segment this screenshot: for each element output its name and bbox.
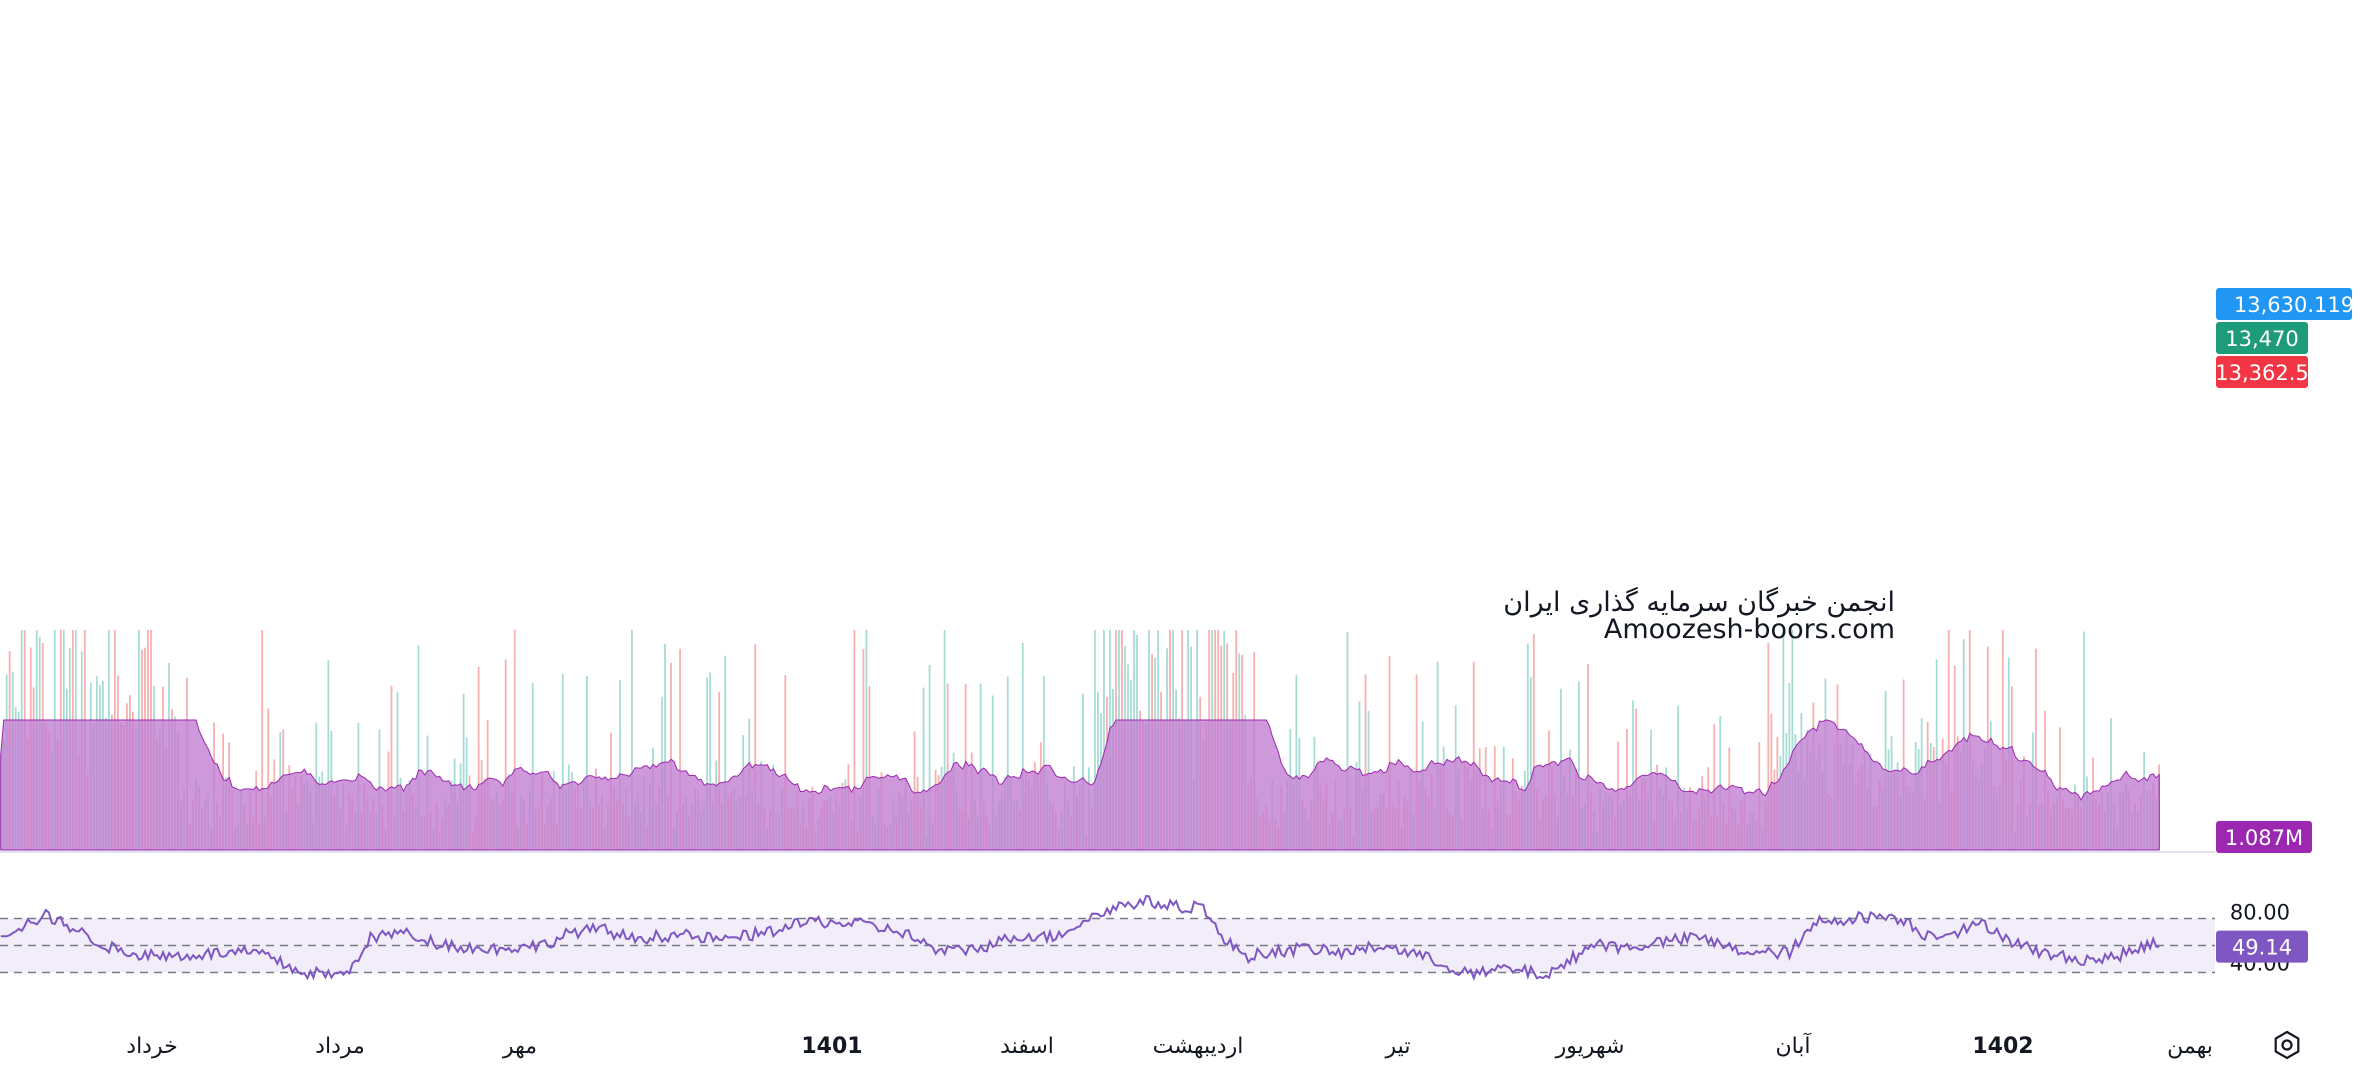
volume-bar xyxy=(2083,631,2085,850)
volume-bar xyxy=(267,708,270,850)
volume-bar xyxy=(754,644,757,850)
volume-bar xyxy=(979,683,982,850)
volume-bar xyxy=(1677,705,1680,850)
volume-bar xyxy=(943,630,946,850)
volume-bar xyxy=(1042,675,1045,850)
volume-bar xyxy=(561,673,564,850)
volume-bar xyxy=(619,680,621,850)
volume-bar xyxy=(913,731,916,850)
volume-bar xyxy=(664,643,666,850)
volume-bar xyxy=(1532,634,1535,850)
volume-bar xyxy=(922,687,925,850)
volume-bar xyxy=(390,685,393,850)
volume-bar xyxy=(1094,630,1096,850)
volume-bar xyxy=(928,665,931,850)
volume-bar xyxy=(865,630,868,850)
volume-bar xyxy=(1472,661,1475,850)
volume-bar xyxy=(853,630,856,850)
volume-bar xyxy=(718,691,721,850)
volume-ma-area xyxy=(0,719,2160,851)
volume-bar xyxy=(1578,681,1580,850)
volume-bar xyxy=(1006,676,1009,850)
volume-bar xyxy=(1388,655,1391,850)
volume-bar xyxy=(706,677,709,850)
volume-bar xyxy=(1103,630,1105,850)
volume-bar xyxy=(1364,674,1367,850)
volume-bar xyxy=(1436,661,1439,850)
volume-bar xyxy=(1346,631,1349,850)
volume-bar xyxy=(585,675,588,850)
volume-bar xyxy=(1902,679,1905,850)
volume-bar xyxy=(477,666,480,850)
volume-bar xyxy=(1082,693,1084,850)
volume-bar xyxy=(1632,700,1634,850)
volume-bar xyxy=(946,683,949,850)
volume-bar xyxy=(1791,630,1794,850)
volume-bar xyxy=(1021,642,1024,850)
volume-bar xyxy=(2034,648,2037,850)
volume-bar xyxy=(417,645,420,850)
volume-bar xyxy=(327,660,330,850)
volume-bar xyxy=(531,683,534,850)
volume-ma-area xyxy=(0,719,2160,851)
volume-bar xyxy=(631,630,633,850)
volume-bar xyxy=(862,649,865,850)
volume-bar xyxy=(1947,630,1950,850)
volume-bar xyxy=(2001,630,2004,850)
volume-bar xyxy=(513,630,516,850)
volume-bar xyxy=(679,648,681,850)
volume-bar xyxy=(709,672,712,850)
volume-bar xyxy=(1529,676,1532,850)
volume-bar xyxy=(462,693,465,850)
volume-bar xyxy=(724,655,727,850)
volume-bar xyxy=(1587,663,1589,850)
volume-bar xyxy=(1526,643,1529,850)
volume-bar xyxy=(784,675,787,850)
volume-bar xyxy=(504,659,507,850)
volume-bar xyxy=(261,630,264,850)
volume-bar xyxy=(1415,674,1418,850)
volume-bar xyxy=(1713,724,1716,850)
volume-bar xyxy=(670,662,672,850)
volume-bar xyxy=(396,692,399,850)
volume-bar xyxy=(1719,715,1722,850)
volume-bar xyxy=(991,695,994,850)
volume-bar xyxy=(1295,674,1298,850)
volume-bar xyxy=(1767,642,1770,850)
volume-bar xyxy=(868,686,871,850)
volume-bar xyxy=(1935,659,1938,850)
volume-bar xyxy=(1782,630,1785,850)
